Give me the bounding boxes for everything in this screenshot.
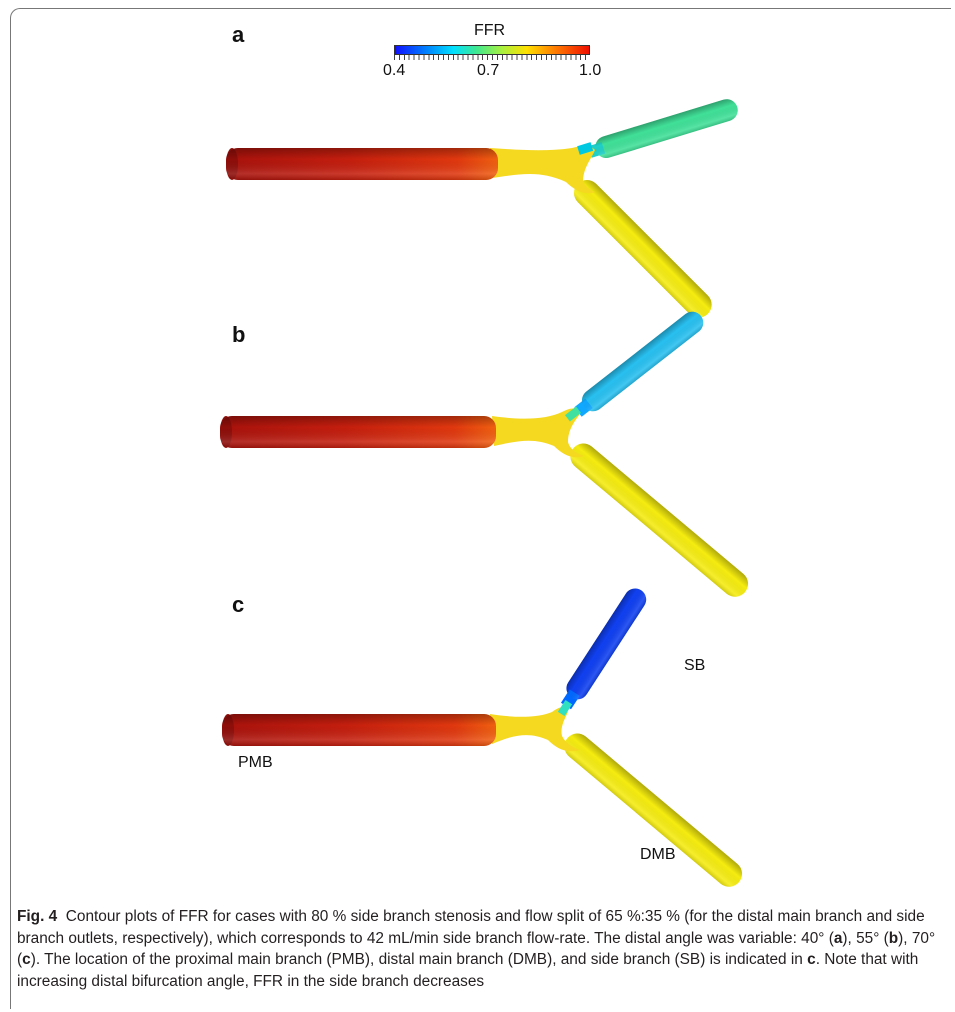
vessel-contour-plots bbox=[220, 99, 749, 887]
label-proximal-main-branch: PMB bbox=[238, 754, 273, 771]
distal-main-branch-a bbox=[573, 179, 712, 318]
colorbar-title: FFR bbox=[474, 22, 506, 39]
bifurcation-a bbox=[490, 146, 595, 194]
caption-ref-c2: c bbox=[807, 951, 816, 968]
figure-caption: Fig. 4 Contour plots of FFR for cases wi… bbox=[17, 906, 947, 992]
caption-text-5: . Note that with increasing distal bifur… bbox=[17, 951, 919, 990]
vessel-panel-b bbox=[220, 311, 749, 597]
side-branch-c bbox=[560, 588, 647, 710]
caption-ref-b: b bbox=[888, 929, 899, 947]
caption-text-1: Contour plots of FFR for cases with 80 %… bbox=[17, 908, 925, 947]
vessel-panel-a bbox=[226, 99, 738, 318]
caption-text-3: ), 70° ( bbox=[17, 929, 936, 969]
vessel-panel-c bbox=[222, 588, 743, 887]
bifurcation-b bbox=[492, 408, 584, 458]
caption-text-2: ), 55° ( bbox=[842, 929, 889, 947]
proximal-main-branch-b bbox=[220, 416, 496, 448]
caption-ref-a: a bbox=[833, 929, 843, 947]
colorbar-tick-max: 1.0 bbox=[579, 62, 602, 79]
figure-label: Fig. 4 bbox=[17, 908, 58, 925]
colorbar-tick-min: 0.4 bbox=[383, 62, 406, 79]
panel-letter-b: b bbox=[232, 322, 246, 347]
bifurcation-c bbox=[490, 707, 580, 752]
colorbar-gradient bbox=[394, 45, 590, 55]
proximal-main-branch-c bbox=[222, 714, 496, 746]
distal-main-branch-b bbox=[570, 443, 749, 597]
figure-frame bbox=[10, 8, 951, 1009]
label-side-branch: SB bbox=[684, 657, 706, 674]
caption-ref-c: c bbox=[22, 951, 31, 968]
panel-letter-c: c bbox=[232, 592, 245, 617]
panel-letter-a: a bbox=[232, 22, 245, 47]
colorbar-tick-mid: 0.7 bbox=[477, 62, 500, 79]
distal-main-branch-c bbox=[564, 733, 743, 887]
colorbar-minor-ticks bbox=[394, 55, 590, 60]
side-branch-a bbox=[588, 99, 738, 159]
caption-text-4: ). The location of the proximal main bra… bbox=[30, 951, 808, 968]
proximal-main-branch-a bbox=[226, 148, 498, 180]
label-distal-main-branch: DMB bbox=[640, 846, 676, 863]
side-branch-b bbox=[574, 311, 704, 417]
